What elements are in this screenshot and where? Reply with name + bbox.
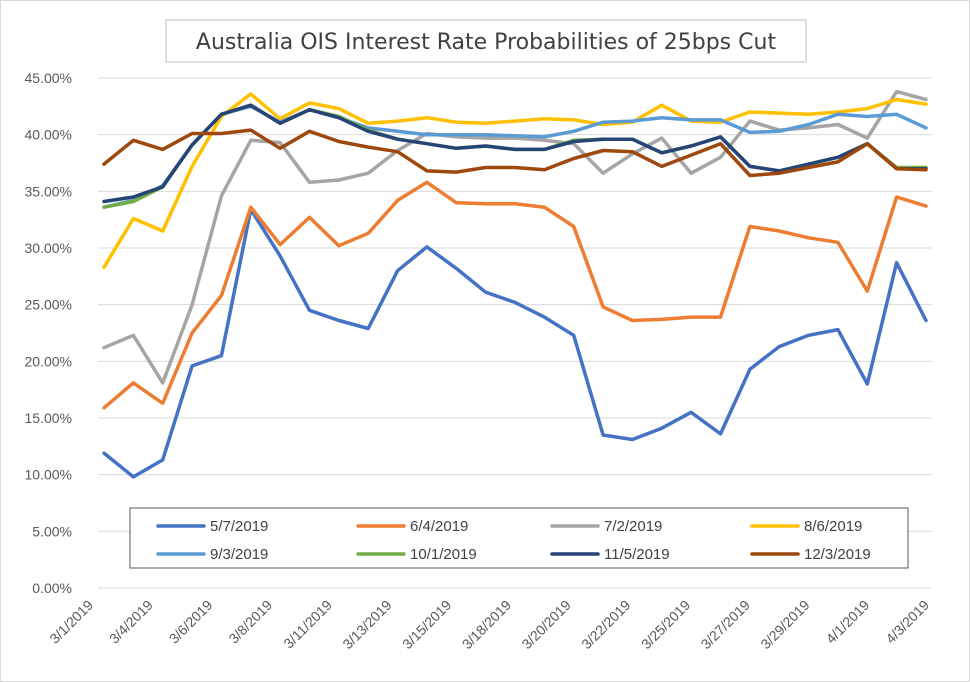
x-tick-label: 3/1/2019	[46, 597, 96, 647]
x-tick-label: 3/27/2019	[698, 597, 754, 653]
x-tick-label: 3/29/2019	[757, 597, 813, 653]
x-tick-label: 3/11/2019	[280, 597, 335, 652]
chart-title: Australia OIS Interest Rate Probabilitie…	[165, 19, 807, 63]
legend-label: 10/1/2019	[410, 546, 477, 563]
x-tick-label: 3/20/2019	[518, 597, 574, 653]
x-tick-label: 3/8/2019	[225, 597, 275, 647]
x-tick-label: 3/25/2019	[638, 597, 694, 653]
x-tick-label: 4/3/2019	[882, 597, 932, 647]
y-tick-label: 25.00%	[25, 297, 72, 313]
legend-label: 8/6/2019	[804, 518, 862, 535]
y-tick-label: 10.00%	[25, 467, 72, 483]
x-tick-label: 3/13/2019	[339, 597, 395, 653]
series-line-0	[102, 207, 928, 479]
y-tick-label: 0.00%	[32, 580, 72, 596]
y-tick-label: 35.00%	[25, 183, 72, 199]
legend-label: 11/5/2019	[604, 546, 670, 563]
legend-label: 9/3/2019	[210, 546, 268, 563]
x-tick-label: 3/15/2019	[399, 597, 455, 653]
x-tick-label: 3/4/2019	[106, 597, 156, 647]
series-line-1	[102, 180, 928, 410]
y-tick-label: 40.00%	[25, 127, 72, 143]
x-tick-label: 4/1/2019	[823, 597, 873, 647]
y-tick-label: 5.00%	[32, 523, 72, 539]
legend-label: 7/2/2019	[604, 518, 662, 535]
y-tick-label: 30.00%	[25, 240, 72, 256]
chart-title-box	[165, 19, 807, 63]
legend-label: 5/7/2019	[210, 518, 268, 535]
y-axis-tick-labels: 0.00% 5.00% 10.00% 15.00% 20.00% 25.00% 30.00%…	[25, 70, 72, 596]
legend-box	[129, 507, 909, 569]
y-tick-label: 15.00%	[25, 410, 72, 426]
series-lines	[102, 89, 928, 479]
legend-label: 6/4/2019	[410, 518, 468, 535]
series-line-6	[102, 103, 928, 204]
legend-label: 12/3/2019	[804, 546, 871, 563]
series-line-7	[102, 128, 928, 178]
y-tick-label: 20.00%	[25, 353, 72, 369]
x-tick-label: 3/22/2019	[578, 597, 634, 653]
x-axis-tick-labels: 3/1/2019 3/4/2019 3/6/2019 3/8/2019 3/11/201…	[46, 597, 932, 653]
legend: 5/7/2019 6/4/2019 7/2/2019 8/6/2019 9/3/2019…	[129, 507, 909, 569]
series-line-3	[102, 92, 928, 270]
x-tick-label: 3/18/2019	[459, 597, 515, 653]
x-tick-label: 3/6/2019	[166, 597, 216, 647]
chart-title-text: Australia OIS Interest Rate Probabilitie…	[196, 30, 777, 55]
y-tick-label: 45.00%	[25, 70, 72, 86]
